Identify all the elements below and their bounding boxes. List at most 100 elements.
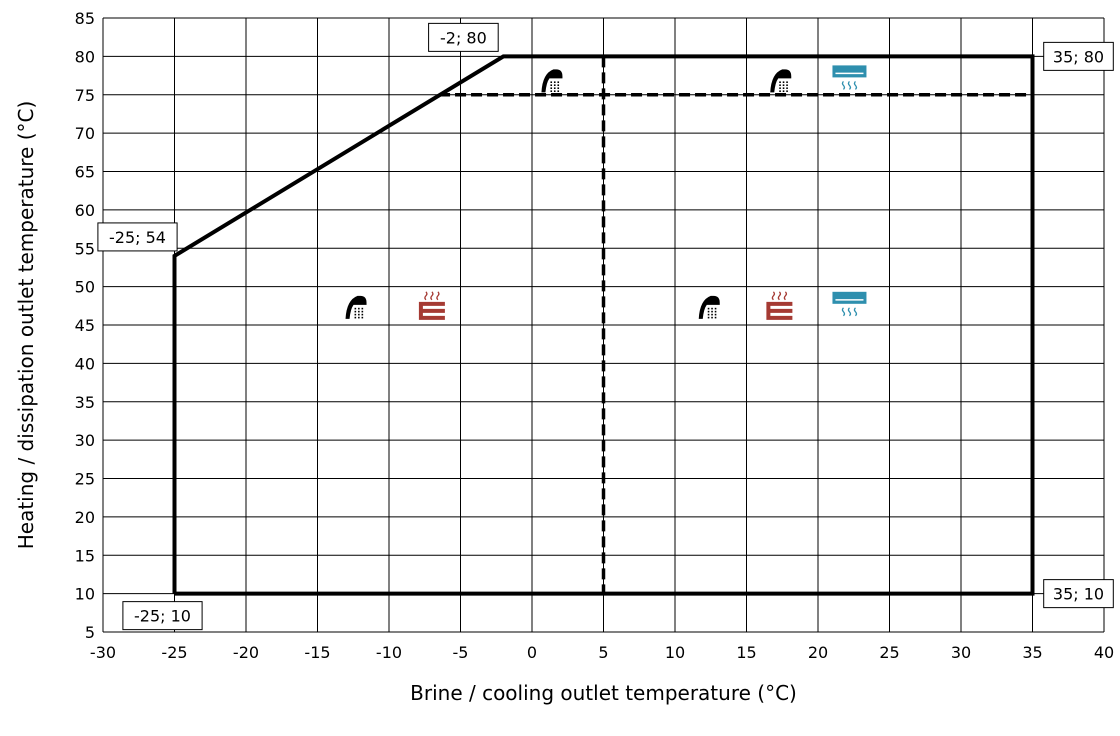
shower-drop — [553, 90, 556, 92]
x-tick-label: 20 — [808, 643, 828, 662]
cool-wave — [847, 307, 852, 317]
shower-drop — [557, 81, 560, 83]
shower-drop — [354, 310, 357, 313]
operating-envelope — [172, 54, 1035, 596]
shower-drop — [786, 90, 788, 92]
shower-drop — [550, 90, 553, 92]
shower-drop — [361, 316, 364, 319]
shower-icon — [770, 69, 792, 93]
corner-label-box — [1043, 579, 1114, 609]
shower-drop — [786, 84, 788, 86]
shower-drop — [782, 90, 785, 92]
x-tick-label: -10 — [376, 643, 402, 662]
corner-label-text: -2; 80 — [440, 28, 487, 47]
x-axis-title: Brine / cooling outlet temperature (°C) — [410, 681, 797, 705]
corner-label-text: -25; 54 — [109, 228, 166, 247]
shower-drop — [361, 310, 364, 313]
shower-drop — [707, 313, 710, 316]
cooling-icon — [832, 291, 867, 317]
shower-drop — [354, 307, 357, 310]
y-tick-label: 60 — [75, 201, 95, 220]
corner-label: -25; 54 — [97, 222, 178, 252]
x-tick-labels: -30 -25 -20 -15 -10 -5 0 5 10 15 20 25 30 35 40 — [90, 643, 1114, 662]
heat-wave — [424, 291, 428, 301]
shower-drop — [707, 310, 710, 313]
mode-icons — [345, 65, 867, 320]
heat-wave — [777, 291, 782, 301]
cool-wave — [841, 307, 846, 317]
shower-drop — [358, 310, 360, 313]
x-tick-label: -25 — [161, 643, 187, 662]
y-tick-label: 50 — [75, 278, 95, 297]
shower-drop — [354, 316, 357, 319]
corner-label: 35; 10 — [1043, 579, 1114, 609]
shower-drop — [354, 313, 357, 316]
heating-coil — [418, 301, 445, 320]
heat-wave — [783, 291, 788, 301]
shower-drop — [550, 87, 553, 89]
shower-drop — [711, 307, 713, 310]
corner-label-box — [428, 22, 499, 52]
x-tick-label: -30 — [90, 643, 116, 662]
shower-drop — [711, 310, 713, 313]
shower-drop — [779, 81, 781, 83]
floor-heating-icon — [418, 291, 445, 320]
shower-drop — [782, 84, 785, 86]
x-tick-label: 25 — [879, 643, 899, 662]
heat-wave — [430, 291, 434, 301]
heat-wave — [771, 291, 776, 301]
shower-drop — [707, 307, 710, 310]
shower-drop — [553, 81, 556, 83]
x-tick-label: -5 — [453, 643, 469, 662]
cool-wave — [847, 80, 852, 90]
shower-drop — [553, 84, 556, 86]
shower-drop — [557, 84, 560, 86]
shower-icon — [345, 295, 367, 319]
y-tick-label: 85 — [75, 9, 95, 28]
y-tick-label: 35 — [75, 393, 95, 412]
y-tick-label: 20 — [75, 508, 95, 527]
shower-drop — [714, 310, 717, 313]
shower-drop — [553, 87, 556, 89]
shower-drop — [711, 316, 713, 319]
ac-body — [832, 65, 867, 78]
corner-label-box — [122, 601, 203, 631]
y-tick-label: 30 — [75, 431, 95, 450]
y-tick-label: 40 — [75, 354, 95, 373]
x-tick-label: 30 — [951, 643, 971, 662]
cool-wave — [841, 80, 846, 90]
cool-wave — [853, 80, 858, 90]
heat-wave — [436, 291, 440, 301]
x-tick-label: 35 — [1022, 643, 1042, 662]
shower-drop — [779, 90, 781, 92]
x-tick-label: 10 — [665, 643, 685, 662]
shower-drop — [714, 307, 717, 310]
heating-coil — [766, 301, 793, 320]
y-tick-labels: 5 10 15 20 25 30 35 40 45 50 55 60 65 70 75 80 85 — [75, 9, 95, 642]
y-tick-label: 5 — [85, 623, 95, 642]
corner-label-box — [1043, 41, 1114, 71]
shower-drop — [550, 81, 553, 83]
shower-drop — [557, 87, 560, 89]
y-tick-label: 65 — [75, 163, 95, 182]
shower-head-shape — [698, 295, 720, 319]
shower-icon — [541, 69, 563, 93]
shower-drop — [358, 313, 360, 316]
corner-label: 35; 80 — [1043, 41, 1114, 71]
y-tick-label: 10 — [75, 585, 95, 604]
corner-label-text: 35; 80 — [1053, 47, 1104, 66]
x-tick-label: 5 — [598, 643, 608, 662]
shower-drop — [358, 316, 360, 319]
y-tick-label: 80 — [75, 47, 95, 66]
corner-label-text: 35; 10 — [1053, 585, 1104, 604]
y-tick-label: 25 — [75, 470, 95, 489]
envelope-line — [172, 54, 1035, 596]
y-tick-label: 15 — [75, 546, 95, 565]
cooling-icon — [832, 65, 867, 90]
shower-icon — [698, 295, 720, 319]
shower-drop — [786, 81, 788, 83]
x-tick-label: -15 — [304, 643, 330, 662]
ac-body — [832, 291, 867, 304]
shower-drop — [779, 84, 781, 86]
